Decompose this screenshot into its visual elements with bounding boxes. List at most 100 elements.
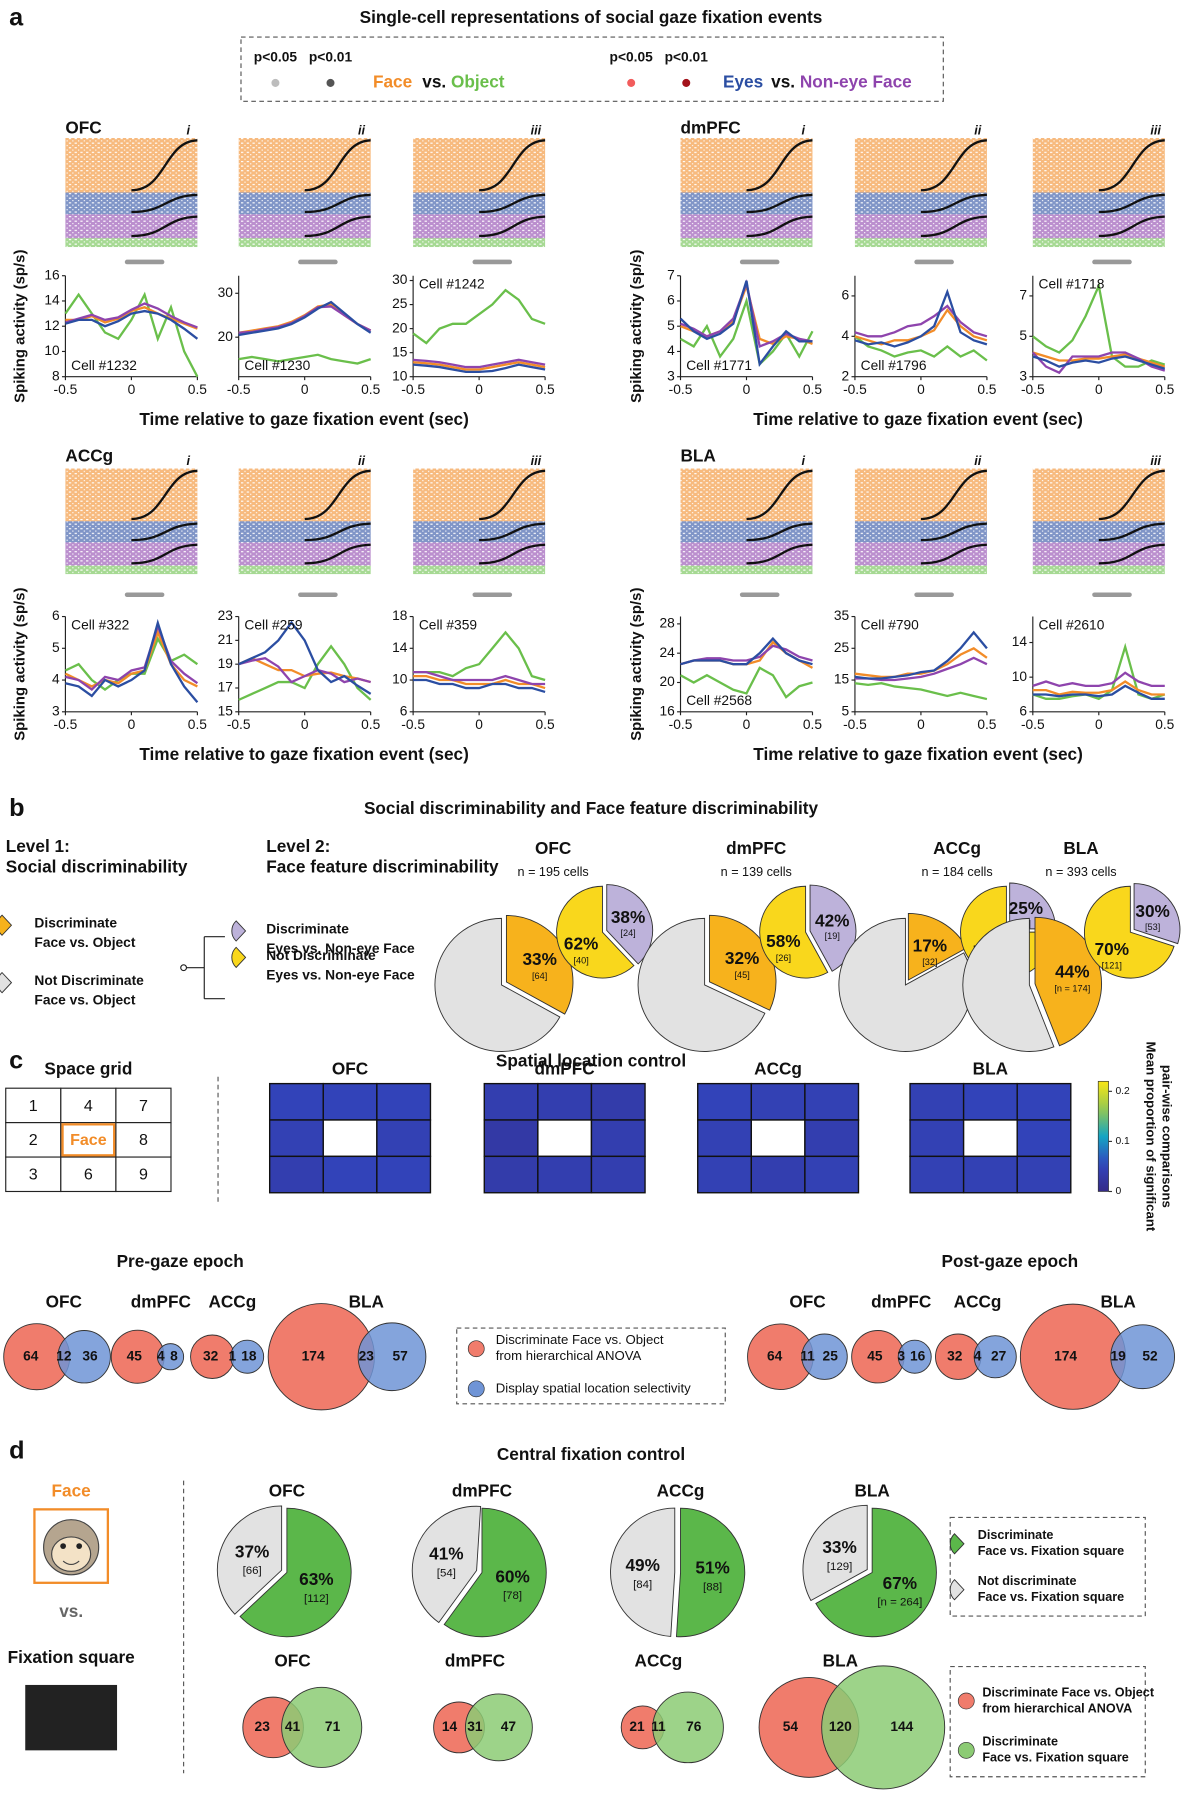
grid-cell-label: Face [70, 1131, 107, 1149]
legend-icon [467, 1340, 485, 1358]
y-tick-label: 6 [1019, 703, 1027, 718]
legend-text: Discriminate Face vs. Object [982, 1685, 1155, 1699]
legend-icon [0, 971, 13, 994]
legend-text: vs. [771, 71, 795, 91]
legend-text: Eyes [723, 71, 763, 91]
legend-text: Not discriminate [978, 1574, 1077, 1588]
firing-rate-line [65, 618, 199, 704]
pie-slice-eyes [1133, 883, 1181, 945]
y-tick-label: 3 [52, 703, 60, 718]
raster-speckle [854, 214, 987, 239]
y-tick-label: 12 [44, 318, 59, 333]
venn-count: 32 [203, 1348, 219, 1363]
count-label: [45] [734, 970, 749, 980]
venn-count: 1 [229, 1348, 237, 1363]
heatmap-cell [322, 1155, 378, 1194]
colorbar [1097, 1080, 1109, 1192]
venn-count: 18 [241, 1348, 257, 1363]
y-tick-label: 7 [667, 267, 675, 282]
firing-rate-line [413, 678, 546, 694]
firing-rate-line [680, 644, 813, 666]
pie-slice-disc [443, 1507, 547, 1638]
venn-circle [281, 1686, 363, 1768]
heatmap-cell [909, 1119, 965, 1158]
y-tick-label: 25 [834, 640, 850, 655]
venn-title: ACCg [635, 1651, 683, 1671]
x-axis-label: Time relative to gaze fixation event (se… [139, 744, 469, 764]
raster-speckle [1032, 238, 1165, 248]
panel-label: a [9, 3, 24, 31]
venn-count: 12 [56, 1348, 72, 1363]
cell-id: Cell #1796 [861, 358, 927, 373]
raster-curve [304, 543, 371, 565]
heatmap-cell [537, 1082, 593, 1121]
y-tick-label: 20 [392, 320, 408, 335]
region-name: ACCg [933, 838, 981, 858]
y-tick-label: 30 [218, 285, 234, 300]
heatmap-title: OFC [332, 1058, 368, 1078]
x-axis-label: Time relative to gaze fixation event (se… [139, 409, 469, 429]
firing-rate-line [412, 288, 546, 345]
firing-rate-line [854, 304, 988, 338]
percent-label: 51% [695, 1557, 729, 1577]
legend-text: Discriminate [34, 916, 117, 931]
raster-speckle [413, 542, 546, 566]
x-tick-label: 0 [743, 382, 751, 397]
firing-rate-line [413, 363, 546, 374]
raster-curve [746, 193, 813, 214]
firing-rate-line [65, 622, 199, 692]
grid-cell [60, 1087, 117, 1124]
grid-cell-label: 8 [139, 1131, 148, 1149]
monkey-icon [33, 1508, 110, 1584]
firing-rate-line [854, 630, 988, 680]
raster-speckle [854, 542, 987, 566]
epoch-title: Post-gaze epoch [942, 1251, 1079, 1271]
firing-rate-line [65, 309, 199, 340]
firing-rate-line [65, 302, 198, 329]
panel-index: i [186, 454, 190, 468]
venn-count: 11 [800, 1348, 815, 1363]
raster-curve [131, 193, 198, 214]
colorbar-title: pair-wise comparisons [1159, 1065, 1174, 1208]
heatmap-cell [590, 1155, 646, 1194]
cell-count: n = 184 cells [921, 865, 992, 879]
connector-node [180, 964, 188, 972]
heatmap-cell [697, 1082, 753, 1121]
raster-curve [920, 543, 987, 565]
venn-count: 45 [867, 1348, 883, 1363]
raster-speckle [680, 542, 813, 566]
count-label: [32] [922, 957, 937, 967]
venn-count: 36 [82, 1348, 98, 1363]
significance-bar [298, 259, 338, 265]
y-tick-label: 7 [1019, 288, 1027, 303]
pie-slice-not-social [637, 917, 766, 1052]
heatmap-cell [750, 1155, 806, 1194]
x-tick-label: -0.5 [54, 382, 78, 397]
y-tick-label: 30 [392, 272, 408, 287]
significance-bar [472, 259, 513, 265]
raster-speckle [1032, 521, 1165, 543]
region-name: dmPFC [726, 838, 786, 858]
venn-count: 25 [823, 1348, 839, 1363]
raster-speckle [413, 214, 546, 239]
percent-label: 49% [625, 1555, 659, 1575]
x-tick-label: 0.5 [361, 717, 380, 732]
raster-speckle [680, 214, 813, 239]
y-tick-label: 3 [667, 368, 675, 383]
firing-rate-line [680, 636, 813, 666]
legend-icon [957, 1741, 975, 1759]
heatmap-cell [483, 1155, 539, 1194]
legend-icon [467, 1380, 485, 1398]
legend-icon [949, 1533, 965, 1555]
raster-speckle [854, 468, 987, 522]
x-tick-label: -0.5 [669, 382, 693, 397]
raster-speckle [680, 468, 813, 522]
raster-speckle [238, 214, 371, 239]
percent-label: 33% [822, 1537, 856, 1557]
panel-title: Social discriminability and Face feature… [364, 798, 819, 818]
y-tick-label: 4 [842, 328, 850, 343]
x-tick-label: -0.5 [843, 382, 867, 397]
grid-cell [5, 1156, 62, 1193]
